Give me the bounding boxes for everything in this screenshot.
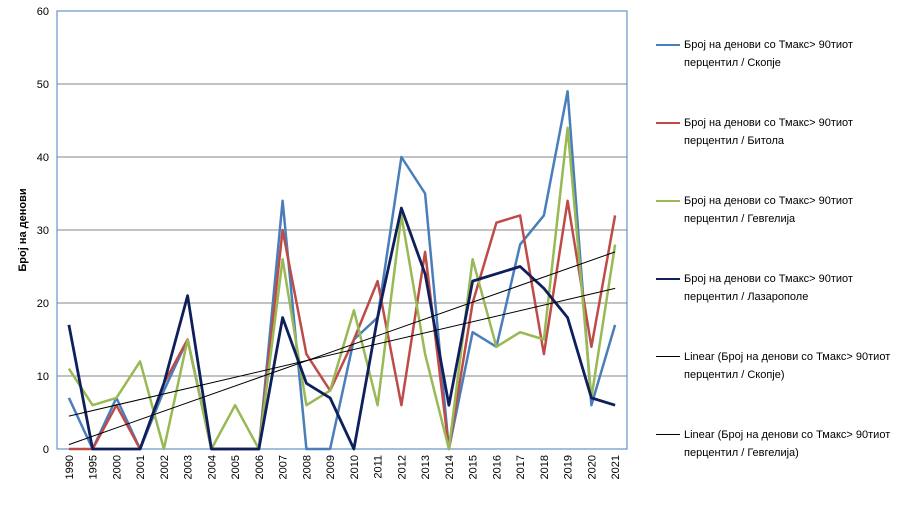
- x-tick-label: 2018: [539, 455, 551, 479]
- x-tick-label: 2014: [444, 455, 456, 479]
- x-tick-label: 2001: [135, 455, 147, 479]
- x-tick-label: 2005: [230, 455, 242, 479]
- x-tick-label: 2020: [586, 455, 598, 479]
- y-tick-label: 60: [37, 6, 49, 18]
- y-tick-label: 10: [37, 371, 49, 383]
- x-tick-label: 2003: [183, 455, 195, 479]
- legend-swatch-lazaropole: [656, 278, 680, 280]
- y-tick-label: 20: [37, 298, 49, 310]
- trendlines: [68, 251, 616, 446]
- trendline-1: [68, 287, 616, 417]
- series-line-2: [67, 126, 617, 451]
- series-line-3: [67, 206, 616, 451]
- x-tick-label: 2016: [491, 455, 503, 479]
- series-line-0: [67, 90, 617, 451]
- x-tick-label: 2009: [325, 455, 337, 479]
- legend-label-lazaropole: Број на денови со Тмакс> 90тиот перценти…: [684, 273, 853, 303]
- x-tick-label: 1990: [64, 455, 76, 479]
- x-tick-label: 2010: [349, 455, 361, 479]
- series-line-1: [68, 199, 617, 451]
- y-axis-label: Број на денови: [17, 188, 29, 271]
- x-tick-label: 2007: [278, 455, 290, 479]
- y-tick-label: 30: [37, 225, 49, 237]
- y-tick-label: 0: [43, 444, 49, 456]
- x-tick-label: 2000: [111, 455, 123, 479]
- x-tick-label: 2004: [206, 455, 218, 479]
- x-tick-label: 2019: [563, 455, 575, 479]
- legend-swatch-linear-gevgelija: [656, 434, 680, 435]
- x-tick-label: 2002: [159, 455, 171, 479]
- legend-label-gevgelija: Број на денови со Тмакс> 90тиот перценти…: [684, 195, 853, 225]
- y-tick-label: 40: [37, 152, 49, 164]
- x-tick-label: 2013: [420, 455, 432, 479]
- legend-label-skopje: Број на денови со Тмакс> 90тиот перценти…: [684, 39, 853, 69]
- gridlines: [57, 83, 627, 377]
- x-tick-label: 2008: [301, 455, 313, 479]
- x-tick-label: 2021: [610, 455, 622, 479]
- x-tick-label: 2011: [373, 455, 385, 479]
- legend-label-linear-skopje: Linear (Број на денови со Тмакс> 90тиот …: [684, 351, 891, 381]
- x-tick-label: 2015: [468, 455, 480, 479]
- x-tick-label: 1995: [88, 455, 100, 479]
- y-tick-label: 50: [37, 79, 49, 91]
- x-tick-label: 2012: [396, 455, 408, 479]
- legend-label-bitola: Број на денови со Тмакс> 90тиот перценти…: [684, 117, 853, 147]
- y-axis-ticks: 0 10 20 30 40 50 60: [37, 6, 49, 456]
- legend-swatch-bitola: [656, 122, 680, 124]
- plot-area-border: [56, 10, 628, 450]
- legend-label-linear-gevgelija: Linear (Број на денови со Тмакс> 90тиот …: [684, 429, 891, 459]
- legend-swatch-linear-skopje: [656, 356, 680, 357]
- x-tick-label: 2017: [515, 455, 527, 479]
- legend-swatch-gevgelija: [656, 200, 680, 202]
- trendline-0: [68, 251, 616, 446]
- x-axis-ticks: 1990 1995 2000 2001 2002 2003 2004 2005 2006 2007…: [64, 455, 622, 479]
- legend-swatch-skopje: [656, 44, 680, 46]
- x-tick-label: 2006: [254, 455, 266, 479]
- series-lines: [67, 90, 617, 451]
